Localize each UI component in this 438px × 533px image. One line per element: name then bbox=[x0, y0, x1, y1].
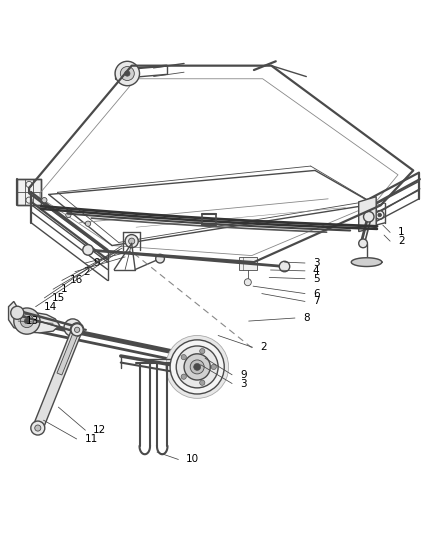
Polygon shape bbox=[359, 197, 376, 231]
Text: 2: 2 bbox=[261, 342, 267, 352]
Circle shape bbox=[170, 340, 224, 394]
Circle shape bbox=[42, 198, 47, 203]
Circle shape bbox=[120, 67, 134, 80]
Circle shape bbox=[181, 354, 186, 360]
Circle shape bbox=[378, 213, 381, 217]
Circle shape bbox=[83, 245, 93, 255]
Circle shape bbox=[181, 374, 186, 379]
Polygon shape bbox=[33, 328, 82, 430]
Circle shape bbox=[14, 308, 40, 334]
Circle shape bbox=[166, 335, 229, 398]
Text: 3: 3 bbox=[313, 258, 319, 268]
Text: 4: 4 bbox=[313, 266, 319, 276]
Circle shape bbox=[125, 71, 130, 76]
Text: 9: 9 bbox=[240, 370, 247, 380]
Circle shape bbox=[194, 364, 201, 370]
Circle shape bbox=[35, 425, 41, 431]
Text: 3: 3 bbox=[240, 378, 247, 389]
Text: 11: 11 bbox=[85, 434, 98, 444]
Circle shape bbox=[279, 261, 290, 272]
Text: 5: 5 bbox=[313, 274, 319, 284]
Circle shape bbox=[211, 364, 216, 369]
Circle shape bbox=[85, 221, 91, 227]
Circle shape bbox=[71, 324, 83, 336]
Circle shape bbox=[71, 323, 84, 336]
Text: 6: 6 bbox=[313, 288, 319, 298]
Circle shape bbox=[364, 212, 374, 222]
Circle shape bbox=[200, 349, 205, 354]
Circle shape bbox=[24, 318, 29, 324]
Text: 9: 9 bbox=[93, 258, 100, 268]
Text: 14: 14 bbox=[43, 302, 57, 312]
Circle shape bbox=[20, 314, 33, 328]
Circle shape bbox=[74, 327, 80, 333]
Text: 2: 2 bbox=[398, 236, 405, 246]
Circle shape bbox=[200, 380, 205, 385]
Circle shape bbox=[66, 212, 71, 217]
Text: 16: 16 bbox=[70, 276, 83, 286]
Circle shape bbox=[115, 61, 140, 86]
Text: 7: 7 bbox=[313, 296, 319, 306]
Polygon shape bbox=[17, 179, 41, 205]
Circle shape bbox=[31, 421, 45, 435]
Polygon shape bbox=[239, 257, 257, 270]
Text: 1: 1 bbox=[61, 284, 67, 294]
Text: 15: 15 bbox=[52, 293, 65, 303]
Polygon shape bbox=[351, 258, 382, 266]
Text: 2: 2 bbox=[83, 266, 89, 277]
Circle shape bbox=[155, 254, 164, 263]
Circle shape bbox=[64, 319, 81, 336]
Text: 1: 1 bbox=[398, 228, 405, 237]
Circle shape bbox=[190, 360, 204, 374]
Text: 12: 12 bbox=[93, 425, 106, 435]
Text: 10: 10 bbox=[186, 455, 199, 464]
Circle shape bbox=[184, 354, 210, 380]
Circle shape bbox=[125, 235, 138, 248]
Circle shape bbox=[129, 238, 135, 244]
Text: 13: 13 bbox=[26, 316, 39, 326]
Polygon shape bbox=[9, 302, 60, 333]
Text: 8: 8 bbox=[303, 313, 310, 323]
Circle shape bbox=[375, 211, 384, 220]
Circle shape bbox=[244, 279, 251, 286]
Circle shape bbox=[359, 239, 367, 248]
Polygon shape bbox=[57, 329, 80, 375]
Circle shape bbox=[176, 346, 218, 388]
Circle shape bbox=[11, 306, 24, 319]
